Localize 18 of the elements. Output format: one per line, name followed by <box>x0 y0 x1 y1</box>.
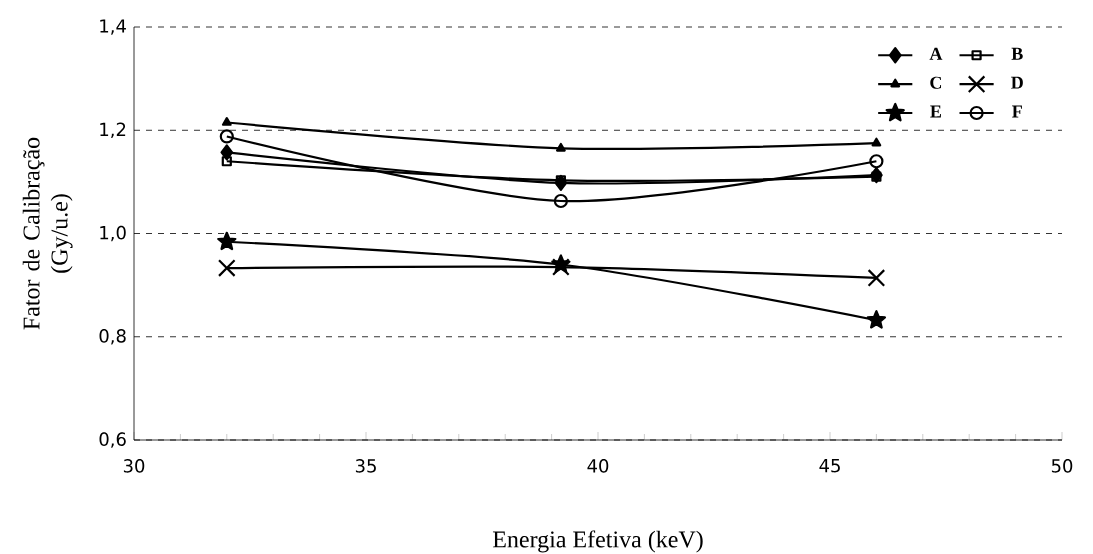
legend-label: C <box>930 76 942 89</box>
y-axis-title: Fator de Calibração (Gy/u.e) <box>22 137 73 330</box>
x-tick-label: 45 <box>819 459 840 473</box>
x-tick-label: 50 <box>1051 459 1073 473</box>
legend-label: D <box>1011 76 1023 89</box>
legend-label: B <box>1011 47 1023 60</box>
y-tick-label: 1,4 <box>100 19 126 35</box>
legend-label: F <box>1012 105 1022 118</box>
x-tick-label: 40 <box>587 459 609 473</box>
y-tick-label: 1,0 <box>100 225 126 242</box>
x-tick-label: 30 <box>123 459 145 473</box>
y-tick-label: 1,2 <box>100 122 126 138</box>
y-tick-label: 0,8 <box>99 329 126 345</box>
legend-label: A <box>929 47 943 60</box>
legend-label: E <box>930 105 941 118</box>
x-axis-title: Energia Efetiva (keV) <box>492 530 703 553</box>
y-tick-label: 0,6 <box>99 432 126 448</box>
x-tick-label: 35 <box>355 459 376 473</box>
